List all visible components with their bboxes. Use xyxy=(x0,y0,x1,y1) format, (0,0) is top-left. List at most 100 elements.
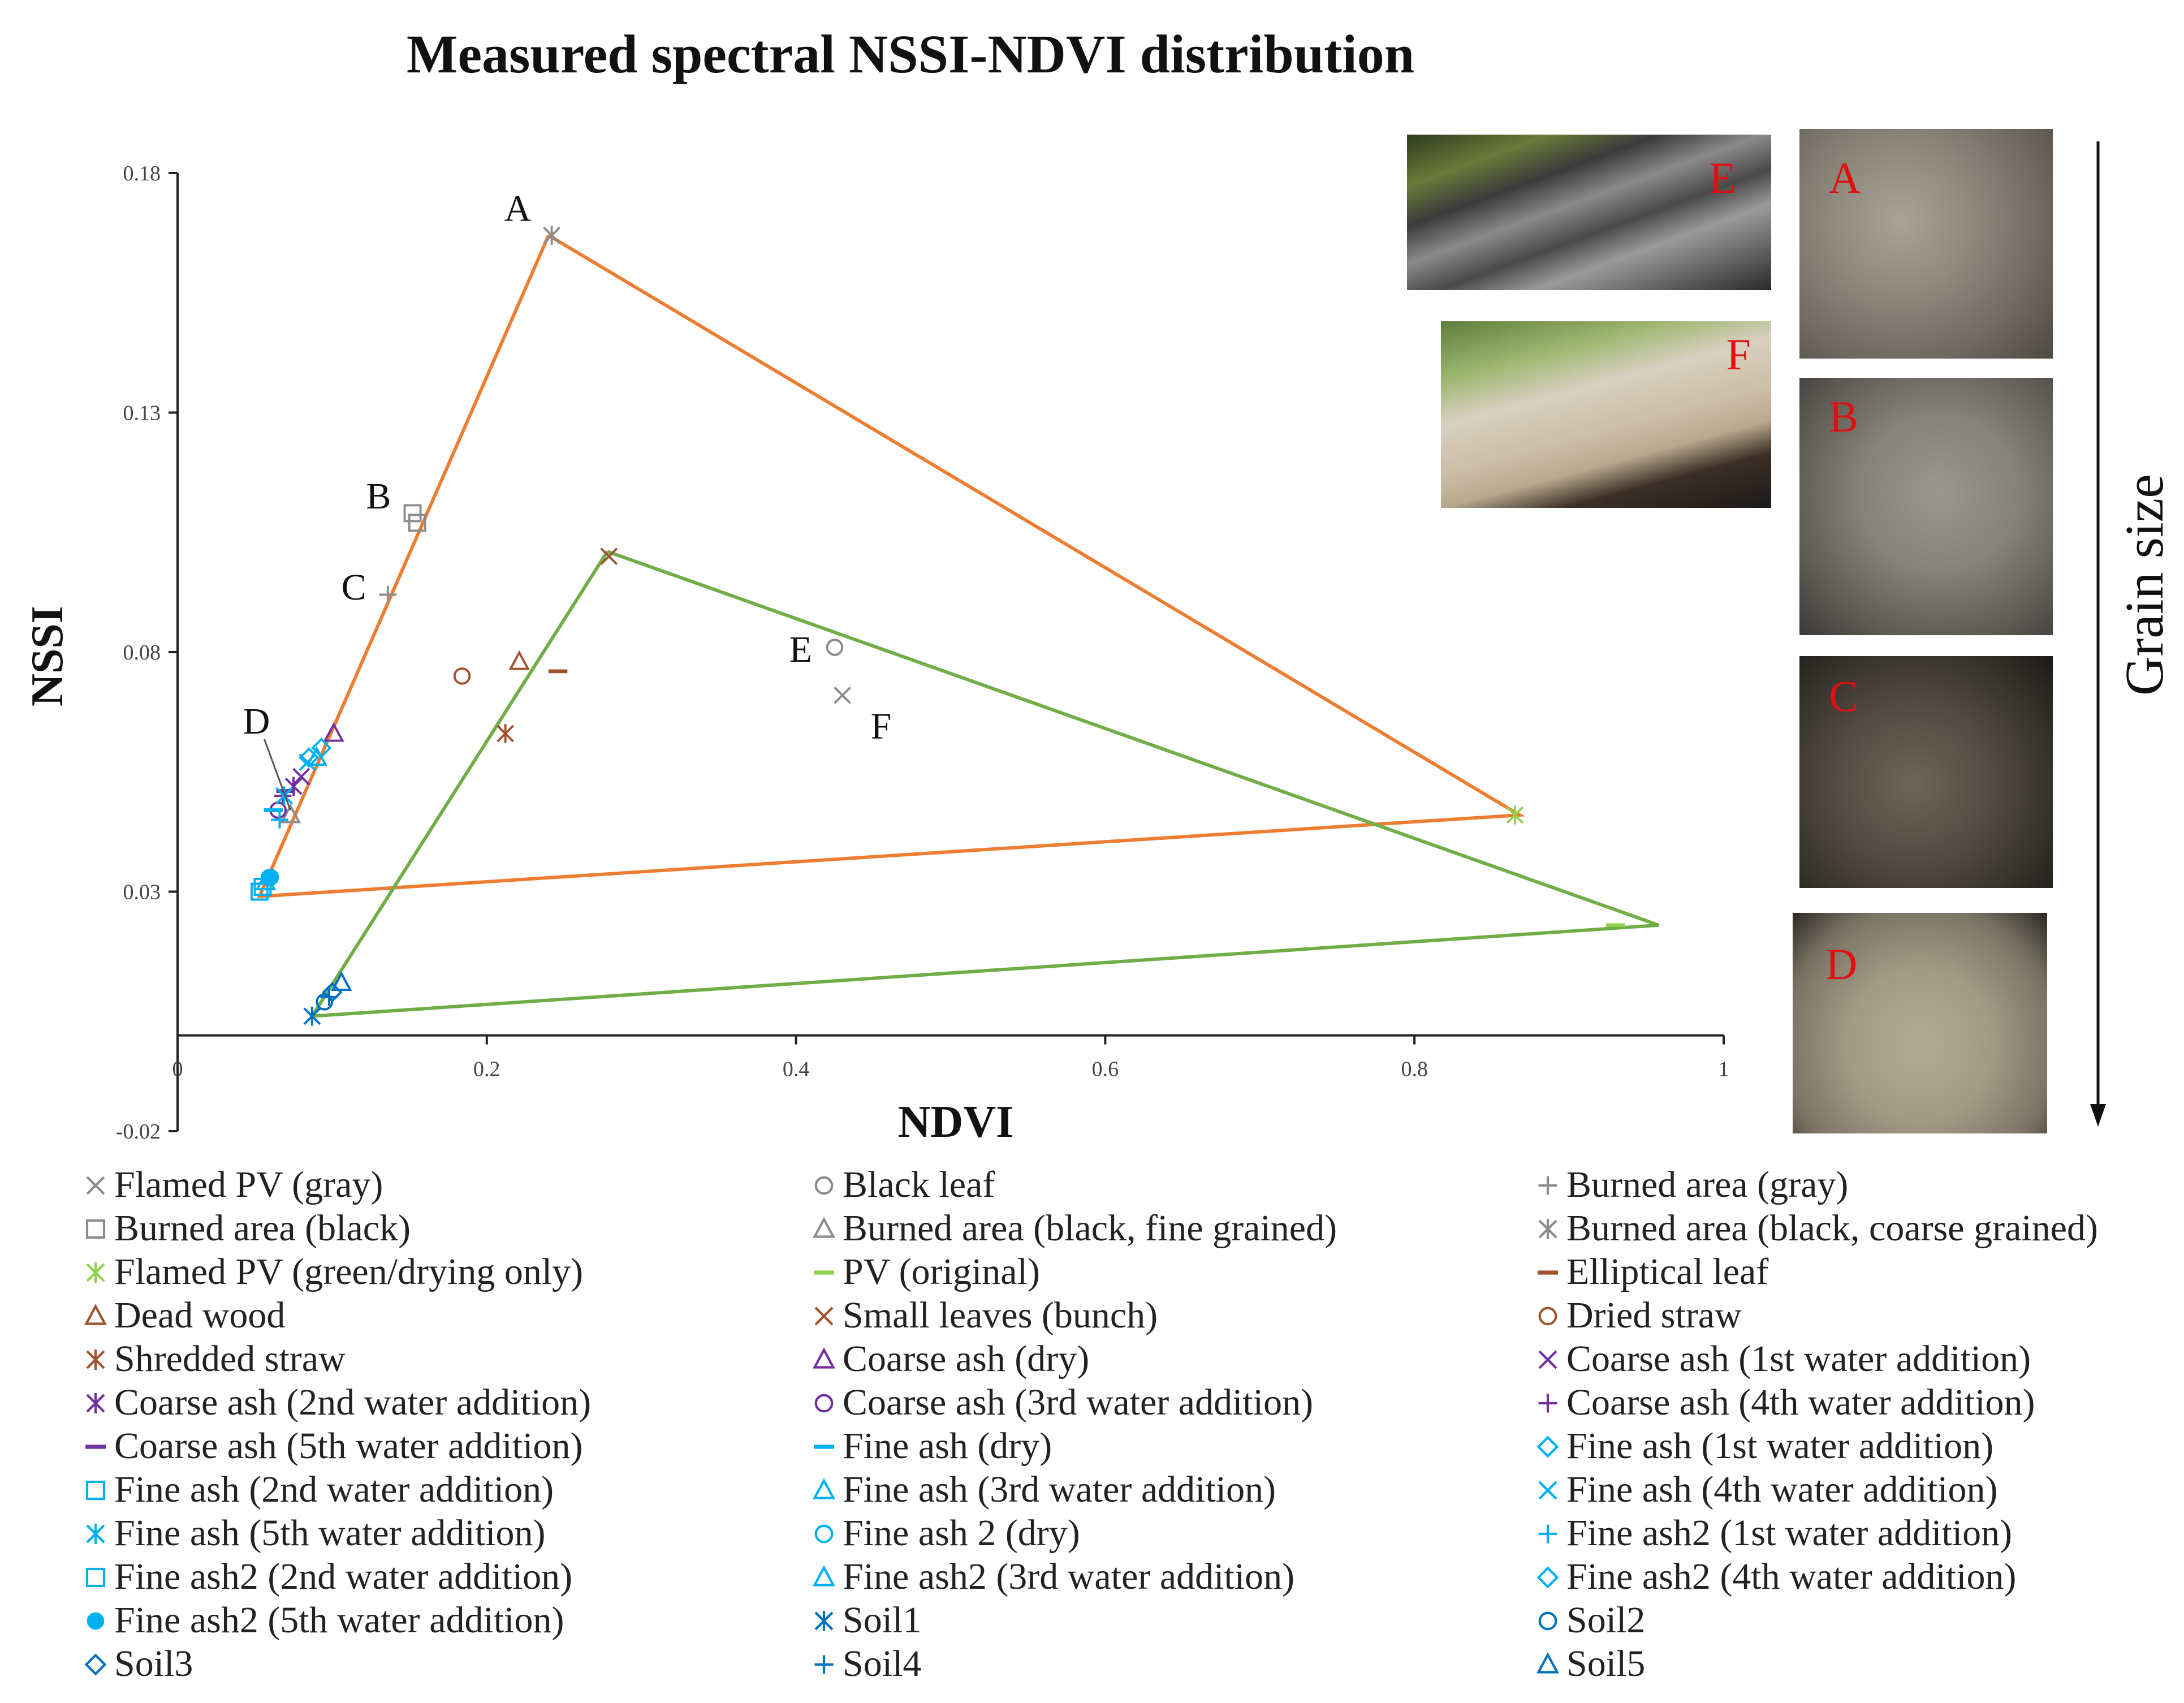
legend-item: Fine ash2 (3rd water addition) xyxy=(808,1556,1294,1598)
legend-marker xyxy=(86,1350,105,1370)
legend-item: Small leaves (bunch) xyxy=(808,1295,1158,1336)
legend-label: Coarse ash (1st water addition) xyxy=(1566,1338,2031,1379)
legend-label: Coarse ash (2nd water addition) xyxy=(114,1382,592,1423)
legend-item: Burned area (gray) xyxy=(1531,1164,1848,1206)
legend-swatch xyxy=(1538,1524,1557,1544)
legend-label: Coarse ash (4th water addition) xyxy=(1566,1382,2035,1423)
legend-item: Coarse ash (1st water addition) xyxy=(1531,1338,2031,1380)
x-tick-label: 0.8 xyxy=(1401,1058,1428,1081)
legend-marker xyxy=(812,1565,836,1586)
legend-marker xyxy=(814,1655,834,1674)
axes: 0.18 0.13 0.08 0.03 -0.02 0 0.2 0.4 0.6 0.8 1 xyxy=(116,162,1729,1144)
legend-label: Elliptical leaf xyxy=(1566,1251,1769,1292)
legend-swatch xyxy=(86,1176,105,1195)
legend-swatch xyxy=(86,1524,105,1544)
annotations: A B C D E F xyxy=(243,188,892,811)
legend-swatch xyxy=(84,1304,107,1325)
legend-label: Soil4 xyxy=(843,1643,922,1684)
legend-marker xyxy=(86,1524,105,1544)
marker-coarse-ash-1st-water-addition xyxy=(292,768,310,786)
legend-item: PV (original) xyxy=(808,1251,1040,1293)
legend-item: Fine ash2 (4th water addition) xyxy=(1531,1556,2016,1598)
legend-marker xyxy=(1536,1435,1559,1458)
legend-label: Flamed PV (green/drying only) xyxy=(114,1251,584,1292)
legend-label: Coarse ash (5th water addition) xyxy=(114,1425,583,1467)
y-tick-label: 0.13 xyxy=(123,402,161,425)
photo-label-f: F xyxy=(1726,330,1751,379)
annotation-b: B xyxy=(366,476,391,517)
legend-swatch xyxy=(1538,1270,1558,1275)
legend-item: Fine ash (4th water addition) xyxy=(1531,1469,1997,1511)
legend-label: Small leaves (bunch) xyxy=(843,1295,1158,1336)
legend-label: Soil1 xyxy=(843,1599,922,1641)
legend-swatch xyxy=(1538,1307,1557,1326)
legend-item: Soil2 xyxy=(1531,1599,1645,1641)
legend-swatch xyxy=(85,1480,106,1501)
y-axis-label: NSSI xyxy=(23,606,72,706)
photo-a: A xyxy=(1799,129,2053,359)
legend-item: Burned area (black, fine grained) xyxy=(808,1208,1337,1249)
y-tick-label: -0.02 xyxy=(116,1120,161,1144)
legend-item: Fine ash (3rd water addition) xyxy=(808,1469,1276,1511)
annotation-f: F xyxy=(871,705,892,747)
legend-swatch xyxy=(814,1445,834,1449)
marker-fine-ash2-5th-water-addition xyxy=(261,869,277,886)
legend-label: Fine ash (3rd water addition) xyxy=(843,1469,1276,1510)
legend-item: Fine ash 2 (dry) xyxy=(808,1512,1080,1554)
legend-marker xyxy=(814,1176,834,1195)
legend-label: Fine ash2 (2nd water addition) xyxy=(114,1556,573,1597)
legend-label: Burned area (black) xyxy=(114,1208,411,1249)
legend-swatch xyxy=(1538,1611,1557,1631)
legend: Flamed PV (gray) Black leaf Burned area (g… xyxy=(79,1164,2172,1690)
marker-flamed-pv-green-drying-only xyxy=(1506,805,1524,825)
legend-marker xyxy=(1538,1481,1557,1500)
annotation-a: A xyxy=(504,188,532,230)
legend-marker xyxy=(86,1176,105,1195)
legend-swatch xyxy=(1536,1652,1560,1674)
legend-marker xyxy=(812,1347,836,1369)
legend-item: Soil5 xyxy=(1531,1643,1645,1685)
legend-item: Flamed PV (gray) xyxy=(79,1164,383,1206)
annotation-c: C xyxy=(342,567,366,608)
marker-dead-wood xyxy=(508,650,530,670)
legend-label: Coarse ash (dry) xyxy=(843,1338,1090,1379)
legend-label: Fine ash (dry) xyxy=(843,1425,1052,1467)
legend-label: Fine ash2 (1st water addition) xyxy=(1566,1512,2013,1554)
legend-swatch xyxy=(1538,1219,1557,1239)
x-tick-label: 0.2 xyxy=(473,1058,500,1081)
legend-item: Soil1 xyxy=(808,1599,921,1641)
legend-label: Burned area (gray) xyxy=(1566,1164,1849,1205)
legend-item: Coarse ash (2nd water addition) xyxy=(79,1382,591,1424)
legend-label: Flamed PV (gray) xyxy=(114,1164,383,1205)
legend-swatch xyxy=(814,1611,834,1631)
legend-item: Coarse ash (dry) xyxy=(808,1338,1089,1380)
legend-swatch xyxy=(812,1347,836,1369)
legend-item: Fine ash2 (5th water addition) xyxy=(79,1599,564,1641)
legend-item: Fine ash (2nd water addition) xyxy=(79,1469,554,1511)
legend-swatch xyxy=(1538,1481,1557,1500)
legend-item: Fine ash (dry) xyxy=(808,1425,1052,1467)
legend-item: Dead wood xyxy=(79,1295,285,1336)
legend-marker xyxy=(1536,1652,1560,1674)
photo-d: D xyxy=(1793,913,2047,1133)
legend-item: Soil4 xyxy=(808,1643,921,1685)
photo-label-a: A xyxy=(1829,153,1861,202)
legend-swatch xyxy=(814,1524,834,1544)
legend-marker xyxy=(85,1480,106,1501)
legend-swatch xyxy=(1536,1566,1559,1589)
x-axis-label: NDVI xyxy=(898,1097,1013,1147)
legend-item: Fine ash2 (2nd water addition) xyxy=(79,1556,572,1598)
legend-item: Fine ash2 (1st water addition) xyxy=(1531,1512,2012,1554)
legend-marker xyxy=(814,1611,834,1631)
legend-label: Fine ash (2nd water addition) xyxy=(114,1469,554,1510)
legend-marker xyxy=(86,1393,105,1413)
legend-label: Fine ash2 (3rd water addition) xyxy=(843,1556,1295,1597)
y-tick-label: 0.03 xyxy=(123,881,161,904)
legend-swatch xyxy=(86,1262,105,1283)
marker-fine-ash2-1st-water-addition xyxy=(271,811,288,829)
annotation-d: D xyxy=(243,701,270,742)
legend-label: Soil2 xyxy=(1566,1599,1646,1641)
legend-label: Fine ash 2 (dry) xyxy=(843,1512,1080,1554)
